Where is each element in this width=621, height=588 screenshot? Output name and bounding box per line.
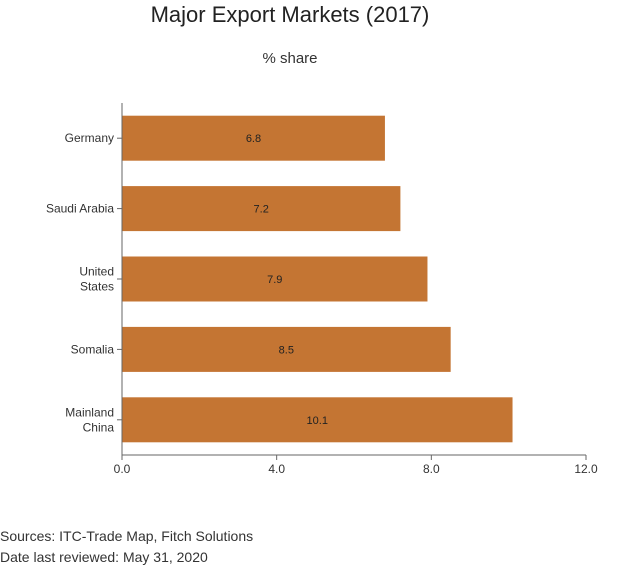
bar	[122, 186, 401, 232]
category-label-line: United	[79, 265, 114, 279]
category-label: Somalia	[71, 342, 115, 356]
chart-subtitle: % share	[262, 50, 318, 67]
sources-note: Sources: ITC-Trade Map, Fitch Solutions	[0, 528, 254, 544]
category-label: Mainland China	[65, 405, 114, 434]
category-label: Saudi Arabia	[46, 202, 114, 216]
x-tick-label: 8.0	[423, 462, 440, 476]
bar	[122, 397, 513, 443]
bar	[122, 326, 451, 372]
date-reviewed-note: Date last reviewed: May 31, 2020	[0, 549, 208, 565]
data-label: 7.9	[267, 274, 282, 286]
bar	[122, 256, 428, 302]
category-label-line: Mainland	[65, 405, 114, 419]
category-label-line: Somalia	[71, 342, 115, 356]
category-label-line: China	[83, 420, 115, 434]
x-tick-label: 4.0	[268, 462, 285, 476]
data-label: 8.5	[279, 344, 294, 356]
category-label-line: Saudi Arabia	[46, 202, 114, 216]
x-tick-label: 12.0	[574, 462, 598, 476]
category-label: United States	[79, 265, 114, 294]
data-label: 7.2	[254, 204, 269, 216]
data-label: 6.8	[246, 133, 261, 145]
bar	[122, 115, 385, 161]
category-label-line: States	[80, 280, 114, 294]
category-label-line: Germany	[65, 131, 114, 145]
chart-title: Major Export Markets (2017)	[150, 2, 430, 27]
category-label: Germany	[65, 131, 114, 145]
data-label: 10.1	[307, 415, 328, 427]
x-tick-label: 0.0	[114, 462, 131, 476]
